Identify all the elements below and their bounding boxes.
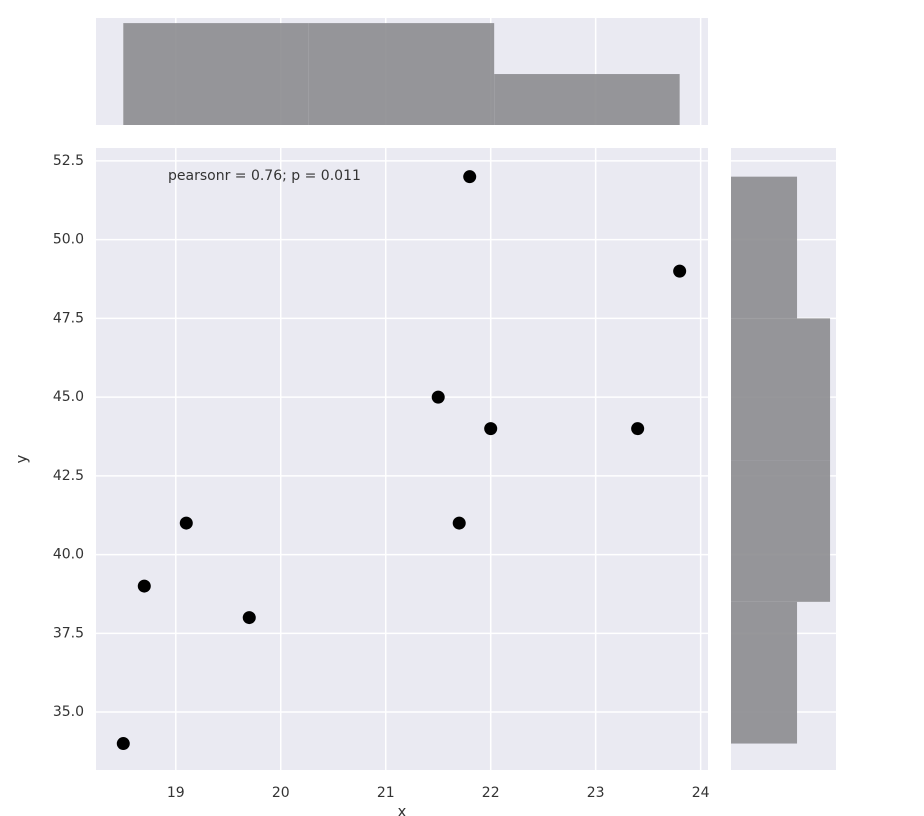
plot-background (96, 148, 708, 770)
y-tick-label: 40.0 (53, 547, 84, 563)
x-tick-label: 21 (377, 785, 395, 801)
y-tick-label: 45.0 (53, 389, 84, 405)
point (116, 737, 130, 751)
histogram-bar (123, 23, 309, 125)
x-tick-label: 20 (272, 785, 290, 801)
y-tick-label: 47.5 (53, 310, 84, 326)
point (137, 579, 151, 593)
histogram-bar (731, 601, 798, 744)
point (431, 390, 445, 404)
histogram-bar (731, 460, 831, 602)
y-axis-label: y (13, 454, 31, 463)
y-tick-label: 52.5 (53, 153, 84, 169)
y-tick-label: 42.5 (53, 468, 84, 484)
x-tick-label: 22 (482, 785, 500, 801)
x-tick-label: 24 (692, 785, 710, 801)
histogram-bar (731, 176, 798, 319)
point (484, 422, 498, 436)
x-axis-label: x (398, 803, 407, 816)
y-tick-label: 50.0 (53, 232, 84, 248)
point (179, 516, 193, 530)
point (242, 611, 256, 625)
y-tick-label: 35.0 (53, 704, 84, 720)
x-tick-label: 23 (587, 785, 605, 801)
histogram-bar (494, 74, 680, 125)
annotation: pearsonr = 0.76; p = 0.011 (168, 168, 361, 184)
histogram-bar (731, 318, 831, 461)
y-tick-label: 37.5 (53, 625, 84, 641)
point (463, 170, 477, 184)
x-tick-label: 19 (167, 785, 185, 801)
histogram-bar (308, 23, 495, 125)
point (631, 422, 645, 436)
point (673, 264, 687, 278)
point (452, 516, 466, 530)
